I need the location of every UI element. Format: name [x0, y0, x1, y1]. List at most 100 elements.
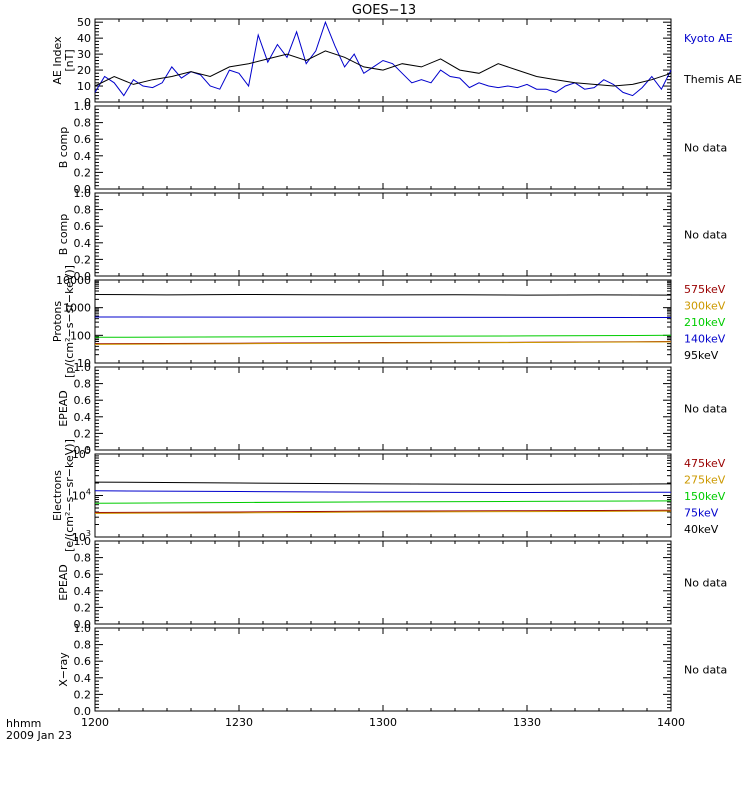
y-tick-label: 0.6	[74, 394, 92, 407]
x-tick-label: 1400	[657, 716, 685, 729]
y-axis-label: [e/(cm²−s−sr−keV)]	[63, 439, 76, 552]
y-tick-label: 0.0	[74, 705, 92, 718]
y-tick-label: 1.0	[74, 535, 92, 548]
panel-4: 10 100 1000 10000 Protons [p/(cm²−s−sr−keV)] 5…	[51, 265, 726, 378]
y-tick-label: 100	[70, 329, 91, 342]
panel-frame	[94, 627, 672, 712]
y-tick-label: 0.2	[74, 427, 92, 440]
series-line-475kev	[94, 509, 672, 513]
panels: 0 10 20 30 40 50 AE Index [nT] Kyoto AE Themis AE…	[51, 16, 742, 718]
y-tick-label: 0.8	[74, 204, 92, 217]
panel-5: 0.0 0.2 0.4 0.6 0.8 1.0 EPEAD No data	[57, 361, 727, 457]
legend-entry: Kyoto AE	[684, 32, 733, 45]
x-tick-label: 1300	[369, 716, 397, 729]
series-line-300kev	[94, 341, 672, 345]
legend-entry: 475keV	[684, 457, 726, 470]
y-axis-label: [nT]	[63, 49, 76, 71]
y-tick-label: 0.4	[74, 585, 92, 598]
y-tick-label: 20	[77, 64, 91, 77]
y-tick-label: 1000	[63, 302, 91, 315]
x-tick-label: 1200	[81, 716, 109, 729]
y-tick-label-base: 10	[72, 531, 86, 544]
legend-entry: 40keV	[684, 523, 719, 536]
y-tick-label: 30	[77, 48, 91, 61]
time-unit-label: hhmm	[6, 717, 41, 730]
y-axis-label: B comp	[57, 127, 70, 169]
series-line-95kev	[94, 293, 672, 296]
y-tick-label: 0.2	[74, 601, 92, 614]
legend-entry: 95keV	[684, 349, 719, 362]
time-axis: 1200 1230 1300 1330 1400	[81, 716, 685, 729]
y-tick-label: 10000	[56, 274, 91, 287]
series-line-275kev	[94, 510, 672, 514]
figure-title: GOES−13	[352, 3, 416, 18]
y-tick-label: 0.6	[74, 220, 92, 233]
y-axis-label: X−ray	[57, 652, 70, 687]
y-tick-label: 0.8	[74, 378, 92, 391]
panel-8: 0.0 0.2 0.4 0.6 0.8 1.0 X−ray No data	[57, 622, 727, 718]
y-tick-label: 0.6	[74, 655, 92, 668]
y-tick-label: 10	[77, 80, 91, 93]
y-tick-label: 0.6	[74, 568, 92, 581]
y-tick-label: 0.2	[74, 166, 92, 179]
y-tick-label-exponent: 5	[86, 446, 91, 455]
y-tick-label: 0.6	[74, 133, 92, 146]
y-tick-label: 0.0	[74, 618, 92, 631]
date-label: 2009 Jan 23	[6, 729, 72, 742]
y-tick-label-exponent: 4	[86, 488, 91, 497]
panel-3: 0.0 0.2 0.4 0.6 0.8 1.0 B comp No data	[57, 187, 727, 283]
panel-frame	[94, 453, 672, 538]
y-tick-label: 40	[77, 32, 91, 45]
y-tick-label: 0.4	[74, 411, 92, 424]
y-tick-label: 105	[72, 446, 91, 461]
y-axis-label: AE Index	[51, 36, 64, 85]
panel-frame	[94, 279, 672, 364]
panel-7: 0.0 0.2 0.4 0.6 0.8 1.0 EPEAD No data	[57, 535, 727, 631]
y-tick-label: 103	[72, 529, 91, 544]
y-tick-label: 1.0	[74, 361, 92, 374]
y-axis-label: EPEAD	[57, 564, 70, 601]
y-tick-label: 10	[77, 357, 91, 370]
panel-frame	[94, 192, 672, 277]
y-tick-label: 50	[77, 16, 91, 29]
legend-entry: 75keV	[684, 507, 719, 520]
y-tick-label: 0.0	[74, 270, 92, 283]
y-tick-label: 0.8	[74, 117, 92, 130]
series-line-75kev	[94, 490, 672, 494]
y-tick-label: 1.0	[74, 187, 92, 200]
panel-2: 0.0 0.2 0.4 0.6 0.8 1.0 B comp No data	[57, 100, 727, 196]
y-tick-label: 0.2	[74, 253, 92, 266]
panel-frame	[94, 105, 672, 190]
y-tick-label: 1.0	[74, 100, 92, 113]
y-axis-label: EPEAD	[57, 390, 70, 427]
legend-entry: 300keV	[684, 300, 726, 313]
y-tick-label: 0.4	[74, 150, 92, 163]
y-tick-label: 0.8	[74, 639, 92, 652]
legend-entry: 275keV	[684, 474, 726, 487]
y-tick-label: 104	[72, 488, 91, 503]
series-line-40kev	[94, 481, 672, 485]
x-tick-label: 1230	[225, 716, 253, 729]
y-tick-label: 0.4	[74, 672, 92, 685]
no-data-label: No data	[684, 403, 727, 416]
y-axis-label: B comp	[57, 214, 70, 256]
legend-entry: Themis AE	[683, 73, 742, 86]
y-tick-label: 0.2	[74, 688, 92, 701]
y-tick-label: 0.0	[74, 183, 92, 196]
y-tick-label-base: 10	[72, 490, 86, 503]
panel-1: 0 10 20 30 40 50 AE Index [nT] Kyoto AE Themis AE	[51, 16, 742, 109]
y-tick-label: 0	[84, 96, 91, 109]
y-tick-label-exponent: 3	[86, 529, 91, 538]
y-tick-label: 0.4	[74, 237, 92, 250]
no-data-label: No data	[684, 229, 727, 242]
legend-entry: 140keV	[684, 333, 726, 346]
legend-entry: 575keV	[684, 283, 726, 296]
series-line-themis-ae	[94, 50, 672, 87]
y-tick-label: 0.8	[74, 552, 92, 565]
y-tick-label: 1.0	[74, 622, 92, 635]
series-line-210kev	[94, 334, 672, 338]
x-tick-label: 1330	[513, 716, 541, 729]
legend-entry: 210keV	[684, 316, 726, 329]
